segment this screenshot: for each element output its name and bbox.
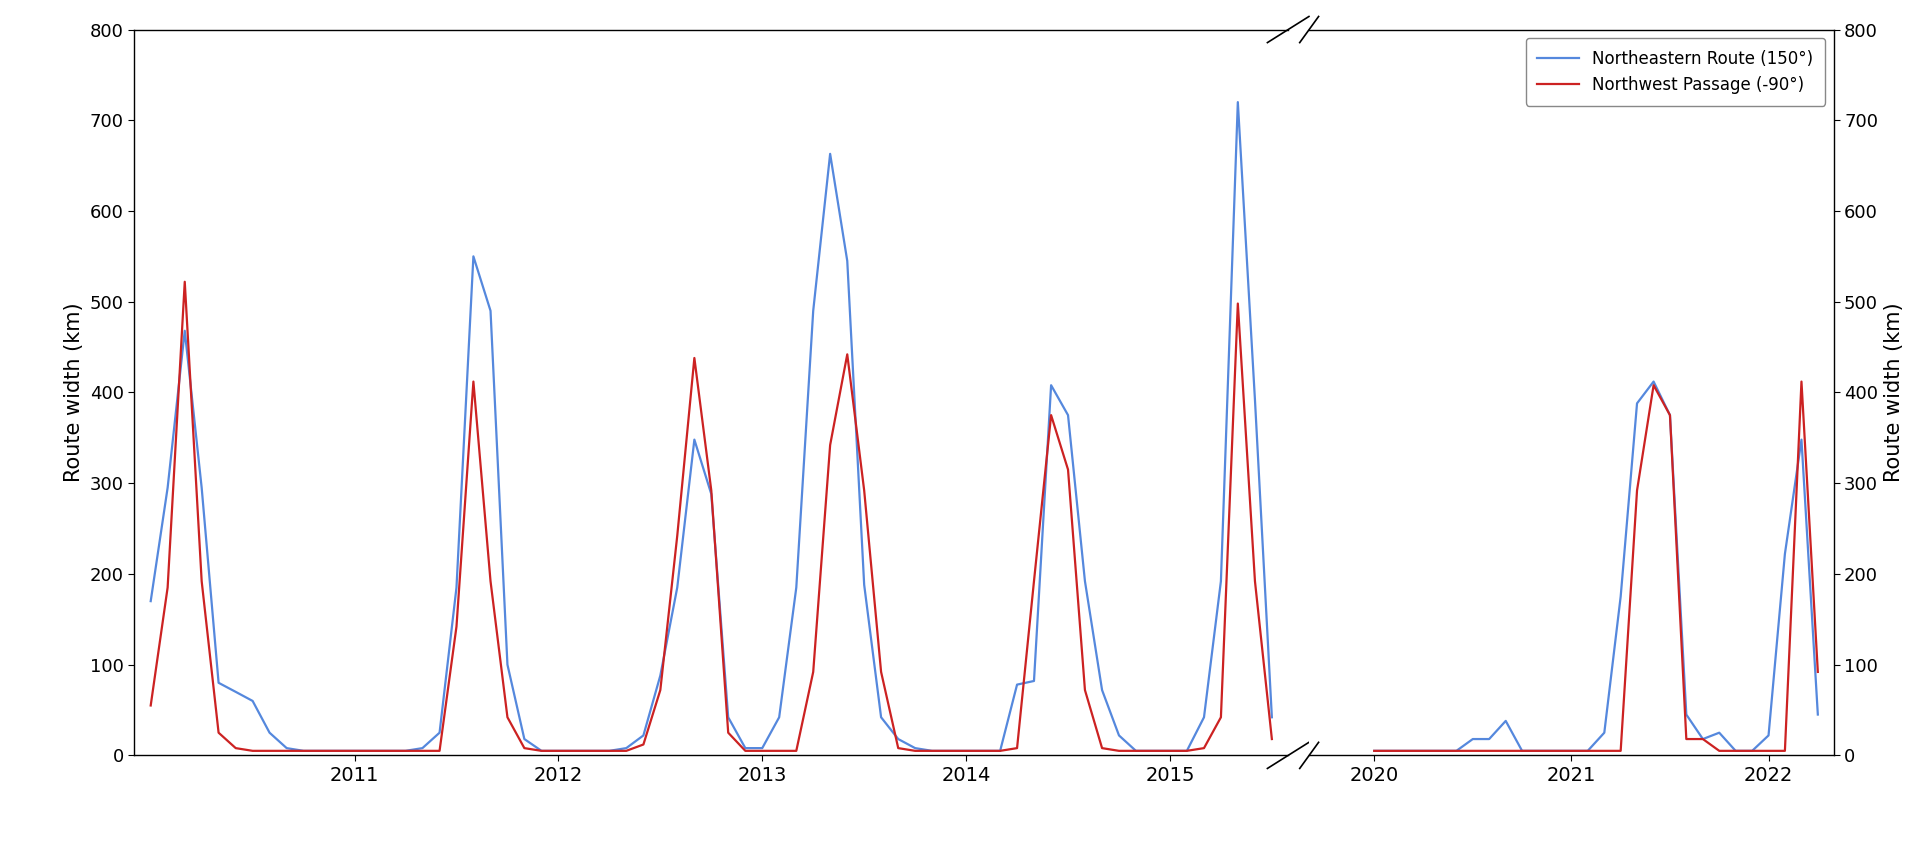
Northwest Passage (-90°) bbox=[1757, 746, 1780, 756]
Northeastern Route (150°) bbox=[1494, 716, 1517, 726]
Northeastern Route (150°) bbox=[1544, 746, 1567, 756]
Northeastern Route (150°) bbox=[1478, 734, 1501, 744]
Northwest Passage (-90°) bbox=[1659, 410, 1682, 420]
Northwest Passage (-90°) bbox=[1461, 746, 1484, 756]
Northeastern Route (150°) bbox=[1511, 746, 1534, 756]
Northeastern Route (150°) bbox=[1626, 398, 1649, 408]
Northwest Passage (-90°) bbox=[1594, 746, 1617, 756]
Northeastern Route (150°) bbox=[1594, 728, 1617, 738]
Northwest Passage (-90°) bbox=[1478, 746, 1501, 756]
Northwest Passage (-90°) bbox=[1642, 380, 1665, 390]
Northwest Passage (-90°) bbox=[1559, 746, 1582, 756]
Northeastern Route (150°) bbox=[1609, 592, 1632, 602]
Northeastern Route (150°) bbox=[1741, 746, 1764, 756]
Northwest Passage (-90°) bbox=[1741, 746, 1764, 756]
Northwest Passage (-90°) bbox=[1446, 746, 1469, 756]
Northeastern Route (150°) bbox=[1724, 746, 1747, 756]
Northwest Passage (-90°) bbox=[1789, 376, 1812, 387]
Northwest Passage (-90°) bbox=[1494, 746, 1517, 756]
Northeastern Route (150°) bbox=[1774, 549, 1797, 559]
Line: Northwest Passage (-90°): Northwest Passage (-90°) bbox=[1375, 381, 1818, 751]
Northwest Passage (-90°) bbox=[1724, 746, 1747, 756]
Northeastern Route (150°) bbox=[1692, 734, 1715, 744]
Northwest Passage (-90°) bbox=[1379, 746, 1402, 756]
Northeastern Route (150°) bbox=[1379, 746, 1402, 756]
Northeastern Route (150°) bbox=[1674, 710, 1697, 720]
Northwest Passage (-90°) bbox=[1411, 746, 1434, 756]
Northeastern Route (150°) bbox=[1411, 746, 1434, 756]
Northwest Passage (-90°) bbox=[1626, 485, 1649, 495]
Northeastern Route (150°) bbox=[1363, 746, 1386, 756]
Y-axis label: Route width (km): Route width (km) bbox=[65, 303, 84, 482]
Northwest Passage (-90°) bbox=[1396, 746, 1419, 756]
Northeastern Route (150°) bbox=[1526, 746, 1549, 756]
Northwest Passage (-90°) bbox=[1707, 746, 1730, 756]
Northwest Passage (-90°) bbox=[1363, 746, 1386, 756]
Northeastern Route (150°) bbox=[1576, 746, 1599, 756]
Line: Northeastern Route (150°): Northeastern Route (150°) bbox=[1375, 381, 1818, 751]
Northwest Passage (-90°) bbox=[1511, 746, 1534, 756]
Legend: Northeastern Route (150°), Northwest Passage (-90°): Northeastern Route (150°), Northwest Pas… bbox=[1526, 38, 1826, 106]
Northwest Passage (-90°) bbox=[1774, 746, 1797, 756]
Y-axis label: Route width (km): Route width (km) bbox=[1884, 303, 1903, 482]
Northeastern Route (150°) bbox=[1428, 746, 1452, 756]
Northwest Passage (-90°) bbox=[1526, 746, 1549, 756]
Northwest Passage (-90°) bbox=[1576, 746, 1599, 756]
Northwest Passage (-90°) bbox=[1692, 734, 1715, 744]
Northeastern Route (150°) bbox=[1396, 746, 1419, 756]
Northwest Passage (-90°) bbox=[1674, 734, 1697, 744]
Northwest Passage (-90°) bbox=[1807, 667, 1830, 677]
Northeastern Route (150°) bbox=[1789, 435, 1812, 445]
Northwest Passage (-90°) bbox=[1544, 746, 1567, 756]
Northeastern Route (150°) bbox=[1707, 728, 1730, 738]
Northeastern Route (150°) bbox=[1461, 734, 1484, 744]
Northwest Passage (-90°) bbox=[1609, 746, 1632, 756]
Northeastern Route (150°) bbox=[1446, 746, 1469, 756]
Northeastern Route (150°) bbox=[1559, 746, 1582, 756]
Northwest Passage (-90°) bbox=[1428, 746, 1452, 756]
Northeastern Route (150°) bbox=[1659, 410, 1682, 420]
Northeastern Route (150°) bbox=[1807, 710, 1830, 720]
Northeastern Route (150°) bbox=[1757, 730, 1780, 740]
Northeastern Route (150°) bbox=[1642, 376, 1665, 387]
